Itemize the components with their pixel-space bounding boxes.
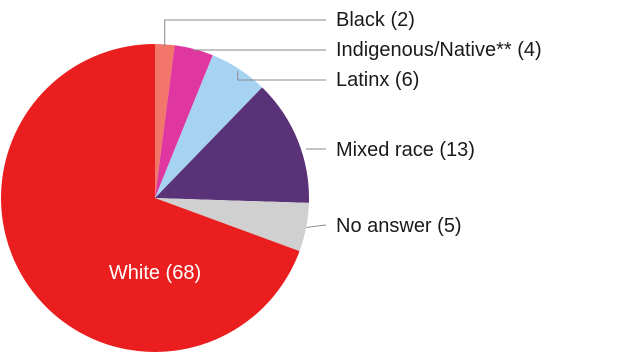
pie-slice-mixed-race: [155, 87, 309, 203]
label-latinx: Latinx (6): [336, 69, 419, 91]
pie-slice-black: [155, 44, 175, 198]
label-white: White (68): [109, 262, 201, 284]
pie-slice-white: [0, 44, 300, 352]
leader-lines: [164, 19, 327, 228]
label-indigenous-native: Indigenous/Native** (4): [336, 39, 542, 61]
leader-line-black: [164, 19, 326, 47]
leader-line-no-answer: [306, 224, 327, 228]
label-black: Black (2): [336, 9, 415, 31]
pie-slice-no-answer: [155, 198, 309, 252]
label-mixed-race: Mixed race (13): [336, 139, 475, 161]
pie-slice-latinx: [155, 55, 263, 198]
pie-slices: [0, 44, 309, 352]
label-no-answer: No answer (5): [336, 215, 462, 237]
pie-slice-indigenous-native: [155, 45, 213, 198]
leader-line-indigenous-native: [192, 49, 326, 52]
leader-line-latinx: [237, 70, 326, 81]
